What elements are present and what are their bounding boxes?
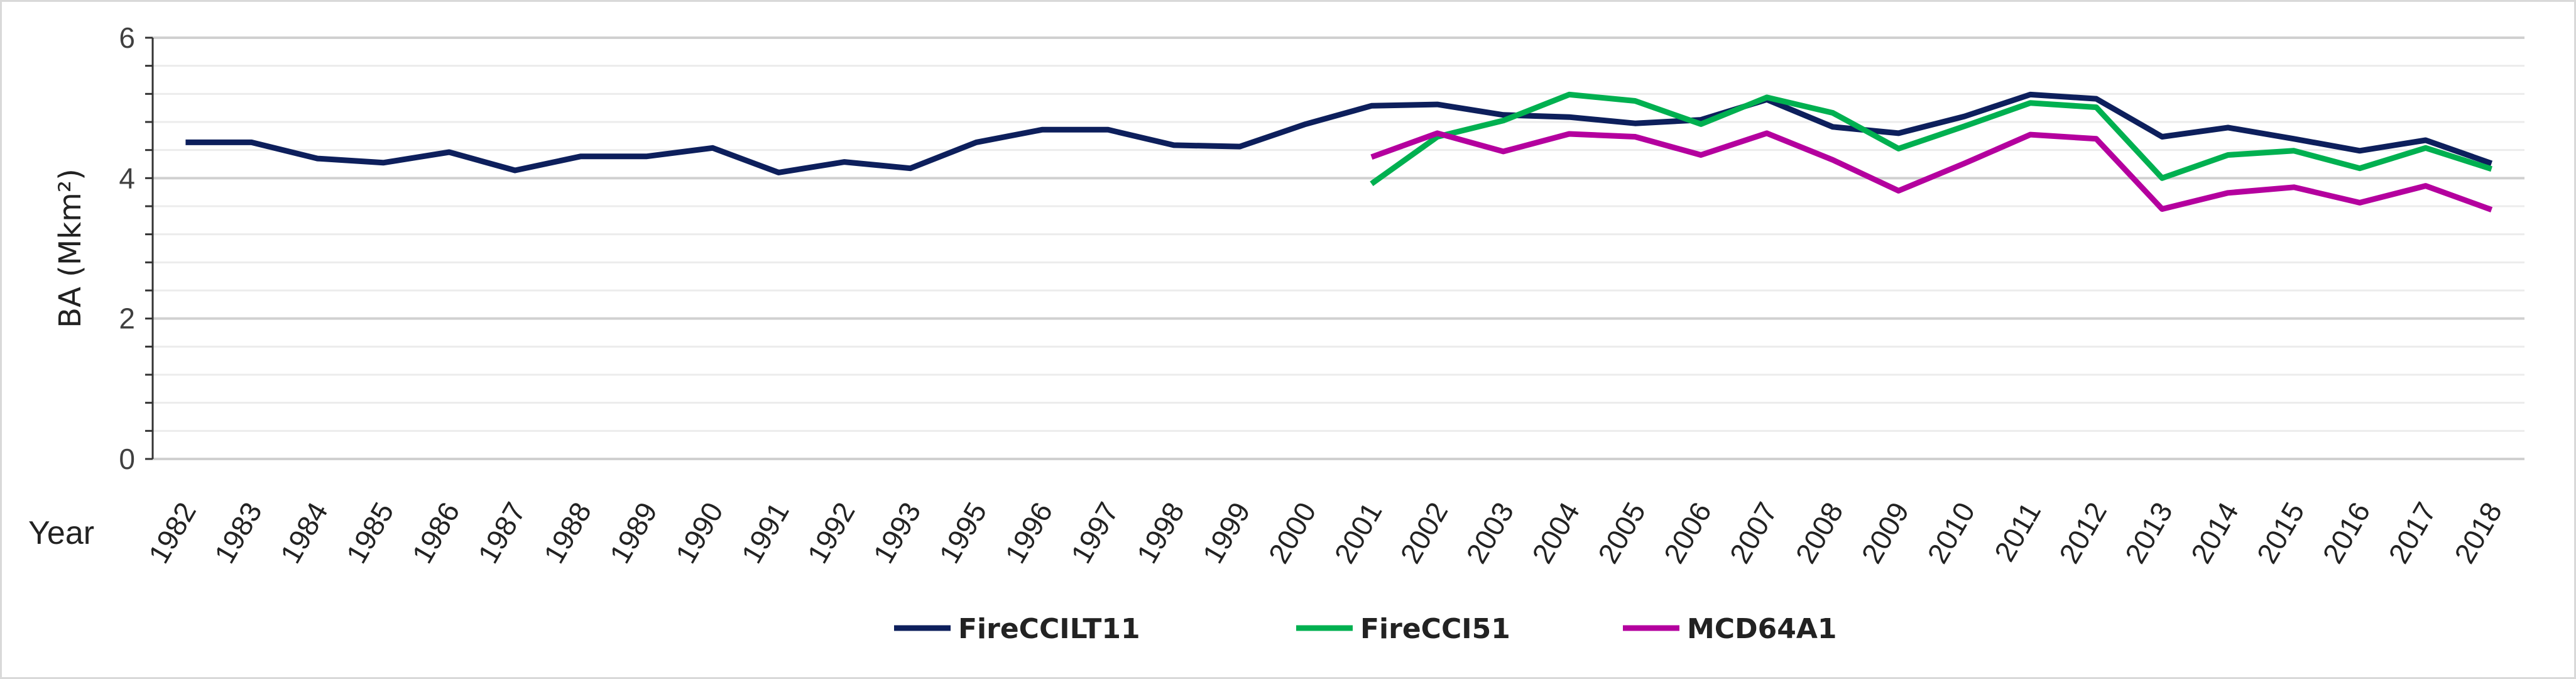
x-axis-labels: 1982 1983 1984 1985 1986 1987 1988 1989 1990 1991… (142, 497, 2508, 569)
x-tick-label: 1992 (800, 497, 861, 569)
y-tick-label: 0 (119, 443, 135, 475)
x-tick-label: 2013 (2119, 497, 2179, 569)
x-tick-label: 1982 (142, 497, 202, 569)
x-tick-label: 1999 (1196, 497, 1257, 569)
series-lines (185, 91, 2493, 213)
legend-label: FireCCI51 (1360, 613, 1510, 645)
x-tick-label: 2008 (1789, 497, 1849, 569)
x-tick-label: 2016 (2316, 497, 2376, 569)
y-tick-label: 2 (119, 302, 135, 335)
x-tick-label: 2006 (1657, 497, 1718, 569)
x-tick-label: 1989 (603, 497, 663, 569)
y-tick-label: 4 (119, 162, 135, 194)
x-tick-label: 2003 (1460, 497, 1520, 569)
x-tick-label: 1986 (405, 497, 466, 569)
x-tick-label: 1996 (998, 497, 1059, 569)
x-tick-label: 1985 (339, 497, 400, 569)
x-tick-label: 1991 (735, 497, 795, 569)
x-tick-label: 2015 (2250, 497, 2310, 569)
x-tick-label: 2010 (1921, 497, 1981, 569)
legend-label: MCD64A1 (1687, 613, 1837, 645)
x-tick-label: 2011 (1988, 497, 2047, 567)
legend-item: FireCCILT11 (894, 613, 1140, 645)
gridlines (153, 36, 2524, 460)
x-tick-label: 1995 (932, 497, 993, 569)
series-line-firecci51 (1370, 91, 2492, 186)
x-tick-label: 2014 (2185, 497, 2245, 569)
x-tick-label: 1984 (274, 497, 334, 569)
x-tick-label: 2009 (1855, 497, 1915, 569)
series-line-mcd64a1 (1370, 130, 2493, 213)
x-tick-label: 1983 (208, 497, 268, 569)
x-tick-label: 2017 (2382, 497, 2442, 569)
x-tick-label: 2000 (1262, 497, 1323, 569)
series-line-fireccilt11 (185, 91, 2493, 175)
y-tick-label: 6 (119, 21, 135, 54)
legend-item: FireCCI51 (1296, 613, 1510, 645)
x-tick-label: 2018 (2448, 497, 2508, 569)
x-tick-label: 2001 (1328, 497, 1388, 569)
x-tick-label: 2004 (1525, 497, 1586, 569)
y-axis: 0 2 4 6 (119, 21, 154, 475)
legend-label: FireCCILT11 (958, 613, 1140, 645)
x-tick-label: 2005 (1591, 497, 1652, 569)
x-tick-label: 1998 (1130, 497, 1191, 569)
x-tick-label: 2007 (1723, 497, 1784, 569)
y-axis-title: BA (Mkm²) (53, 168, 88, 328)
x-axis-title: Year (28, 515, 94, 551)
x-tick-label: 2002 (1394, 497, 1454, 569)
x-tick-label: 1988 (537, 497, 598, 569)
x-tick-label: 1990 (669, 497, 729, 569)
x-tick-label: 1997 (1064, 497, 1125, 569)
legend: FireCCILT11 FireCCI51 MCD64A1 (894, 613, 1837, 645)
x-tick-label: 1987 (471, 497, 532, 569)
x-tick-label: 2012 (2053, 497, 2113, 569)
x-tick-label: 1993 (866, 497, 927, 569)
legend-item: MCD64A1 (1623, 613, 1837, 645)
